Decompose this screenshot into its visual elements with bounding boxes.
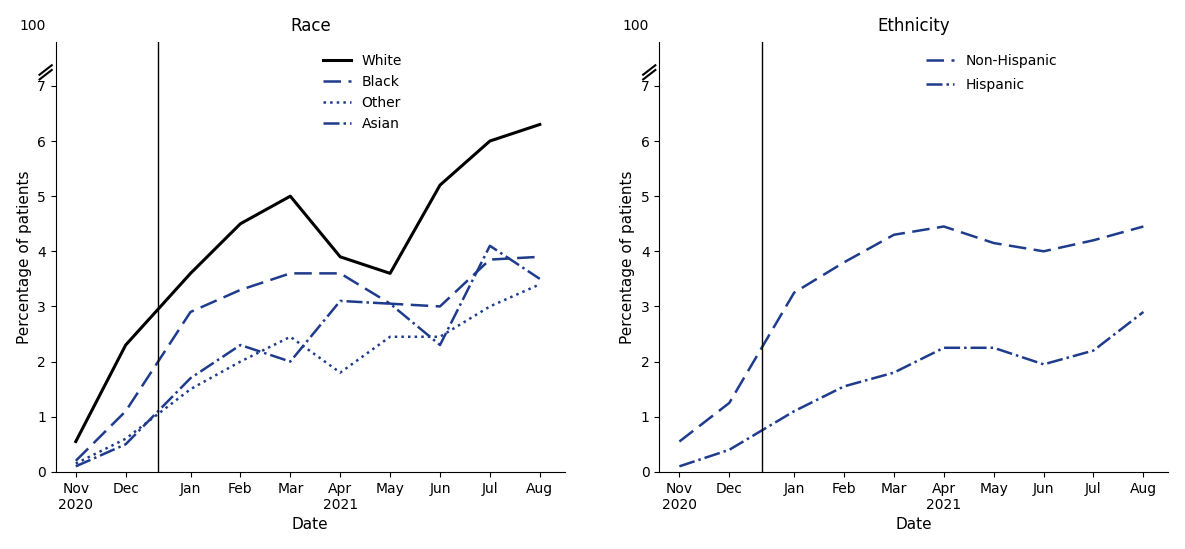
Legend: White, Black, Other, Asian: White, Black, Other, Asian [318, 49, 408, 137]
Y-axis label: Percentage of patients: Percentage of patients [620, 170, 635, 344]
Title: Race: Race [290, 16, 331, 35]
Text: 100: 100 [623, 19, 649, 33]
Text: 100: 100 [19, 19, 46, 33]
X-axis label: Date: Date [292, 517, 328, 533]
X-axis label: Date: Date [896, 517, 933, 533]
Legend: Non-Hispanic, Hispanic: Non-Hispanic, Hispanic [921, 49, 1063, 98]
Y-axis label: Percentage of patients: Percentage of patients [17, 170, 32, 344]
Title: Ethnicity: Ethnicity [878, 16, 950, 35]
